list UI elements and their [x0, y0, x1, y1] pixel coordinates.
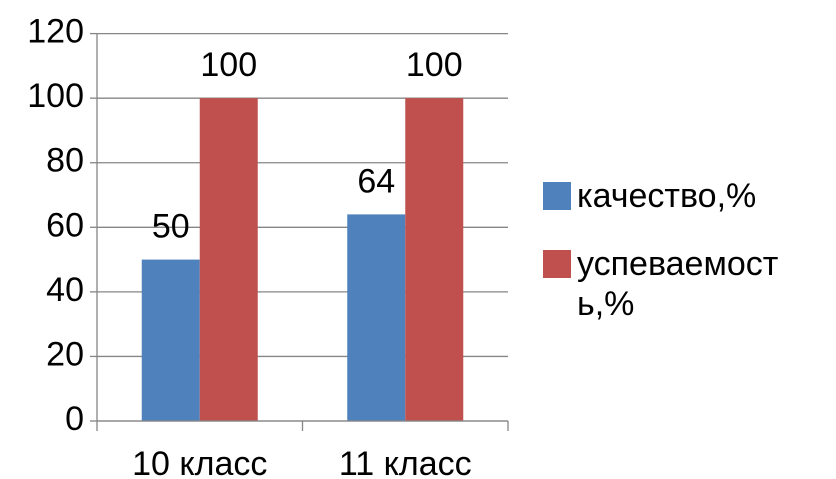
legend-item: качество,% — [543, 176, 832, 216]
x-tick-label: 10 класс — [132, 445, 267, 479]
bar — [141, 259, 200, 421]
data-label: 100 — [200, 46, 257, 84]
y-tick-label: 0 — [65, 400, 84, 438]
bar — [347, 214, 406, 421]
y-tick-label: 60 — [46, 206, 84, 244]
y-tick-label: 100 — [27, 77, 84, 115]
y-tick-label: 120 — [27, 13, 84, 51]
bar — [199, 98, 258, 422]
data-label: 100 — [406, 46, 463, 84]
y-tick-label: 80 — [46, 142, 84, 180]
x-tick-label: 11 класс — [339, 445, 472, 479]
y-tick-label: 40 — [46, 271, 84, 309]
legend-label: успеваемость,% — [577, 245, 779, 323]
data-label: 64 — [357, 162, 395, 200]
legend-label: качество,% — [577, 177, 757, 215]
y-tick-label: 20 — [46, 335, 84, 373]
data-label: 50 — [152, 208, 190, 246]
legend-item: успеваемость,% — [543, 244, 832, 324]
legend-swatch — [543, 250, 571, 278]
bar — [405, 98, 464, 422]
legend-swatch — [543, 182, 571, 210]
